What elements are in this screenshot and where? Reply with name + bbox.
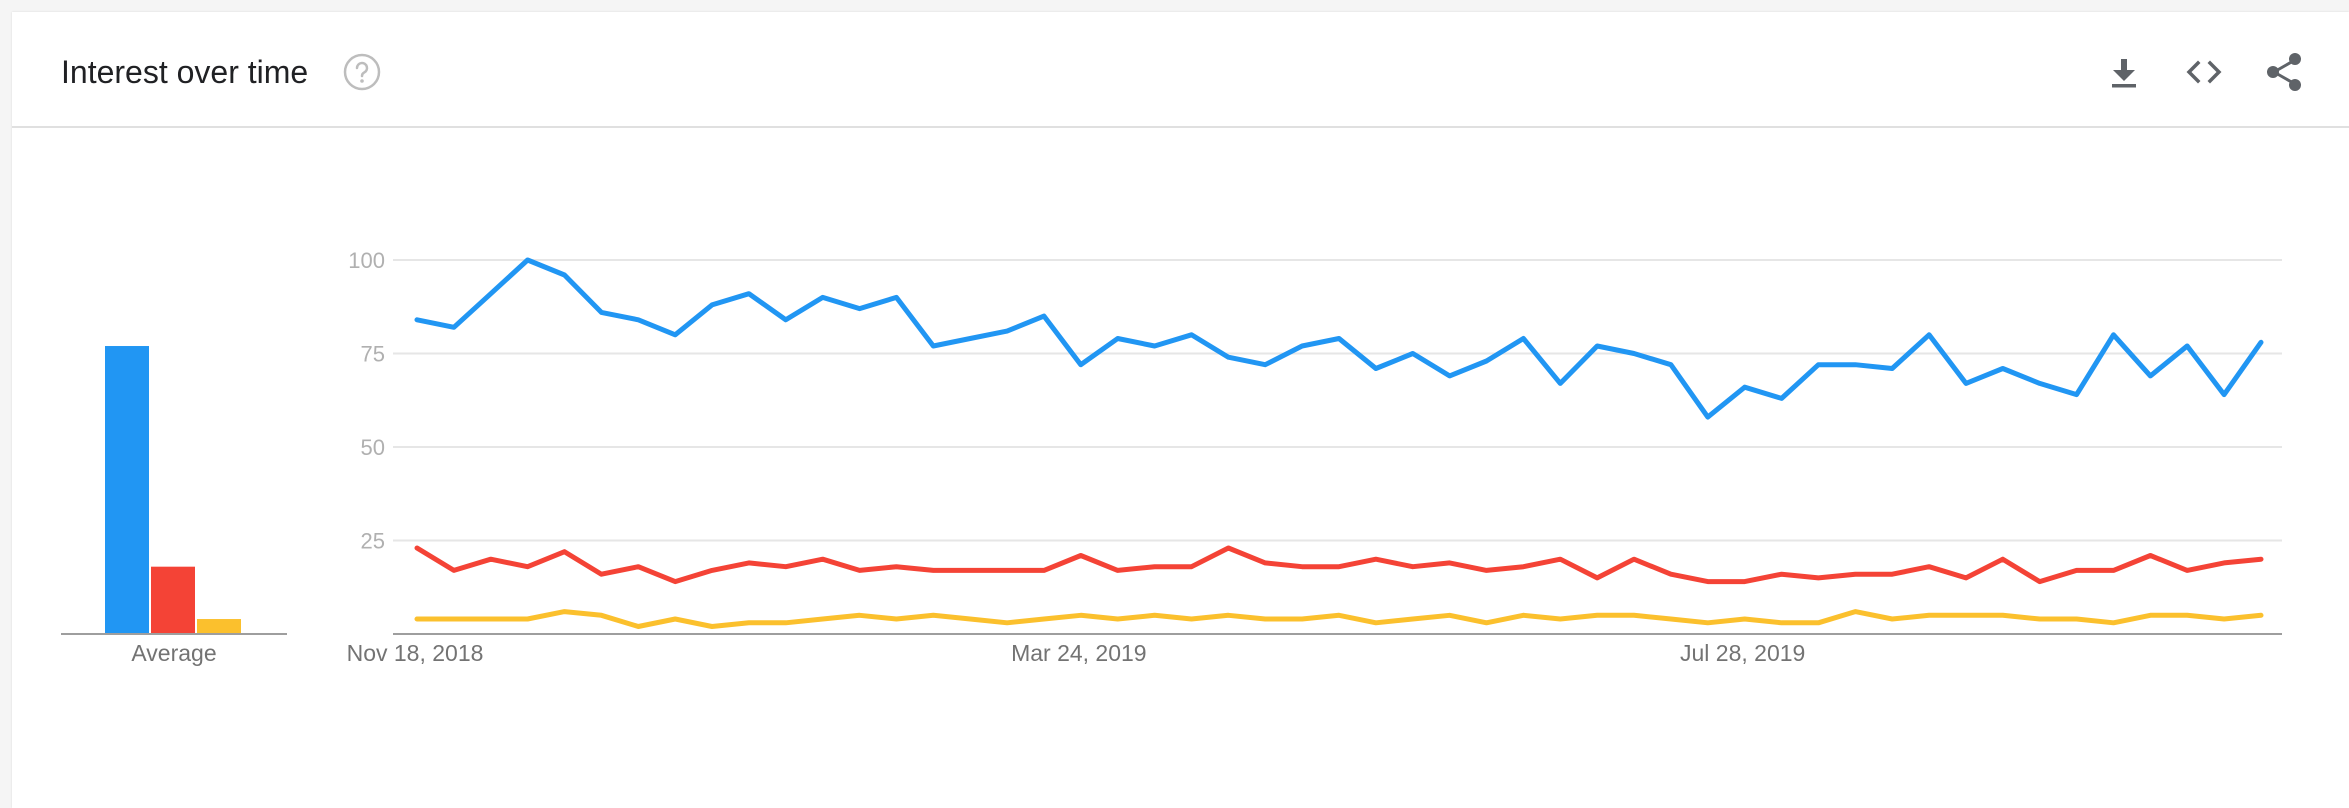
average-bar-3 <box>197 619 241 634</box>
card-header: Interest over time <box>12 12 2349 128</box>
download-button[interactable] <box>2100 48 2148 96</box>
average-label: Average <box>131 640 216 666</box>
interest-over-time-card: Interest over time <box>12 12 2349 808</box>
y-tick-label: 100 <box>348 248 385 273</box>
help-circle-icon[interactable] <box>342 52 382 92</box>
download-icon <box>2112 59 2136 88</box>
embed-button[interactable] <box>2180 48 2228 96</box>
card-title: Interest over time <box>61 54 309 90</box>
x-tick-label: Mar 24, 2019 <box>1011 640 1147 666</box>
average-bar-2 <box>151 566 195 634</box>
series-line-1 <box>414 257 2264 420</box>
share-button[interactable] <box>2260 48 2308 96</box>
share-icon <box>2267 53 2301 91</box>
series-line-2 <box>414 545 2264 585</box>
code-icon <box>2186 60 2222 84</box>
y-tick-label: 50 <box>361 435 385 460</box>
x-tick-label: Nov 18, 2018 <box>347 640 484 666</box>
y-tick-label: 25 <box>361 529 385 554</box>
x-tick-label: Jul 28, 2019 <box>1680 640 1805 666</box>
series-line-3 <box>414 609 2264 629</box>
y-tick-label: 75 <box>361 342 385 367</box>
average-bar-1 <box>105 346 149 634</box>
